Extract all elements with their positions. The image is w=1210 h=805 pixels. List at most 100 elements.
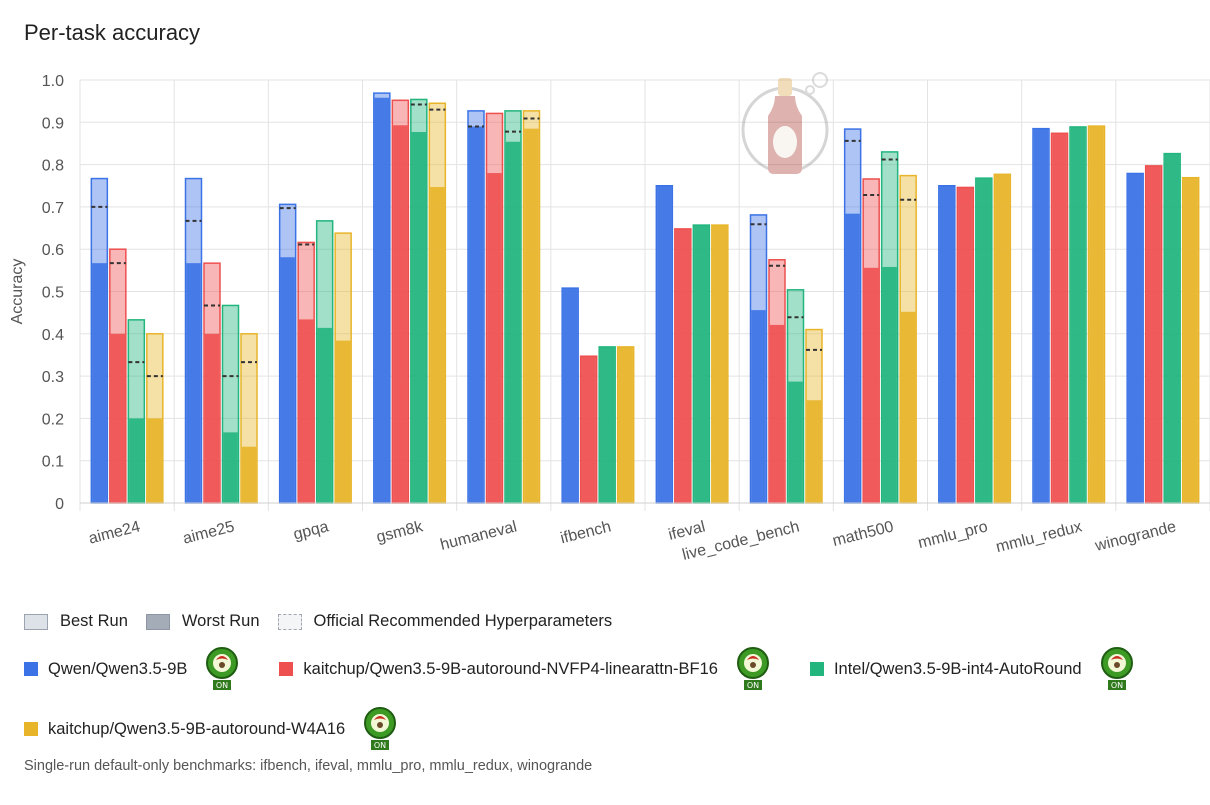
worst-run-label: Worst Run [181,612,260,630]
worst-run-bar [92,263,107,503]
y-axis-title: Accuracy [9,259,26,325]
run-type-legend: Best Run Worst Run Official Recommended … [24,612,630,631]
worst-run-bar [505,141,521,503]
x-tick-label: aime24 [87,518,142,547]
model-swatch [809,662,824,676]
worst-run-bar [298,319,314,503]
worst-run-bar [806,400,822,503]
model-label: kaitchup/Qwen3.5-9B-autoround-W4A16 [48,719,346,738]
y-tick-label: 0.2 [42,411,64,428]
worst-run-bar [411,132,427,503]
worst-run-bar [204,333,220,503]
x-tick-label: aime25 [181,518,236,547]
x-tick-label: gpqa [292,518,331,543]
legend-model-w4a16[interactable]: kaitchup/Qwen3.5-9B-autoround-W4A16 ON [24,706,419,752]
worst-run-bar [599,346,615,503]
worst-run-bar [751,310,766,503]
model-label: kaitchup/Qwen3.5-9B-autoround-NVFP4-line… [303,659,718,678]
y-tick-label: 0.6 [42,242,64,259]
x-tick-label: gsm8k [375,518,426,546]
y-tick-label: 0.7 [42,200,64,217]
footnote: Single-run default-only benchmarks: ifbe… [24,758,593,774]
x-tick-label: mmlu_redux [994,518,1084,556]
worst-run-bar [393,125,408,504]
worst-run-bar [430,187,445,504]
worst-run-swatch [145,613,170,630]
worst-run-bar [1070,126,1086,503]
worst-run-bar [958,187,973,503]
worst-run-bar [882,266,897,503]
y-tick-label: 0.5 [42,285,64,302]
y-tick-label: 0.4 [42,327,64,344]
worst-run-bar [788,381,803,503]
worst-run-bar [129,418,144,503]
worst-run-bar [110,333,126,503]
x-tick-label: ifeval [667,518,707,544]
badge-text: ON [747,681,759,690]
model-legend-row-1: Qwen/Qwen3.5-9B ON kaitchup/Qwen3.5-9B-a… [24,646,1174,692]
worst-run-bar [1052,133,1067,503]
model-swatch [279,662,294,676]
official-label: Official Recommended Hyperparameters [313,612,613,630]
worst-run-bar [1183,177,1198,503]
best-run-swatch [24,613,48,630]
gpu-on-badge-icon: ON [1100,647,1133,690]
worst-run-bar [618,346,633,503]
gpu-on-badge-icon: ON [364,707,397,750]
badge-text: ON [1110,681,1122,690]
worst-run-bar [657,185,672,503]
badge-text: ON [216,681,228,690]
x-tick-label: math500 [831,518,896,550]
worst-run-bar [900,311,916,503]
accuracy-bar-chart: 0 0.1 0.2 0.3 0.4 0.5 0.6 0.7 0.8 0.9 1.0 Accuracy a… [9,73,1210,564]
worst-run-bar [468,126,484,503]
worst-run-bar [1033,128,1049,503]
gpu-on-badge-icon: ON [206,647,239,690]
x-tick-label: winogrande [1093,518,1178,555]
worst-run-bar [581,356,596,503]
worst-run-bar [769,324,785,503]
worst-run-bar [939,185,955,503]
best-run-label: Best Run [60,612,128,630]
worst-run-bar [1089,126,1104,504]
official-swatch [277,613,302,630]
worst-run-bar [1164,153,1180,503]
x-tick-label: ifbench [559,518,613,547]
worst-run-bar [976,178,992,504]
worst-run-bar [147,418,163,503]
model-legend-row-2: kaitchup/Qwen3.5-9B-autoround-W4A16 ON [24,706,437,752]
legend-best-run[interactable]: Best Run [24,612,128,631]
worst-run-bar [995,174,1010,503]
worst-run-bar [845,213,860,503]
legend-model-qwen[interactable]: Qwen/Qwen3.5-9B ON [24,646,261,692]
worst-run-bar [1146,165,1161,503]
worst-run-bar [280,257,295,503]
model-swatch [24,722,38,736]
legend-official-hyperparameters[interactable]: Official Recommended Hyperparameters [277,612,613,631]
x-tick-label: humaneval [439,518,519,553]
worst-run-bar [335,340,351,503]
y-tick-label: 1.0 [42,73,64,90]
worst-run-bar [487,173,502,503]
legend-model-nvfp4[interactable]: kaitchup/Qwen3.5-9B-autoround-NVFP4-line… [279,646,792,692]
worst-run-bar [186,263,201,503]
gpu-on-badge-icon: ON [736,647,769,690]
y-tick-label: 0.9 [42,115,64,132]
worst-run-bar [374,97,390,504]
worst-run-bar [712,225,728,504]
model-swatch [24,662,38,676]
legend-model-intel[interactable]: Intel/Qwen3.5-9B-int4-AutoRound ON [809,646,1156,692]
x-tick-label: mmlu_pro [916,518,989,552]
legend-worst-run[interactable]: Worst Run [145,612,260,631]
chart-title: Per-task accuracy [24,20,201,45]
y-tick-label: 0.1 [42,454,64,471]
worst-run-bar [223,432,238,503]
bottle-mascot-icon [741,72,829,174]
worst-run-bar [524,128,539,503]
y-tick-label: 0 [55,496,64,513]
worst-run-bar [241,446,257,503]
worst-run-bar [863,267,879,503]
worst-run-bar [1127,173,1143,503]
model-label: Qwen/Qwen3.5-9B [48,659,188,678]
model-label: Intel/Qwen3.5-9B-int4-AutoRound [833,659,1082,678]
